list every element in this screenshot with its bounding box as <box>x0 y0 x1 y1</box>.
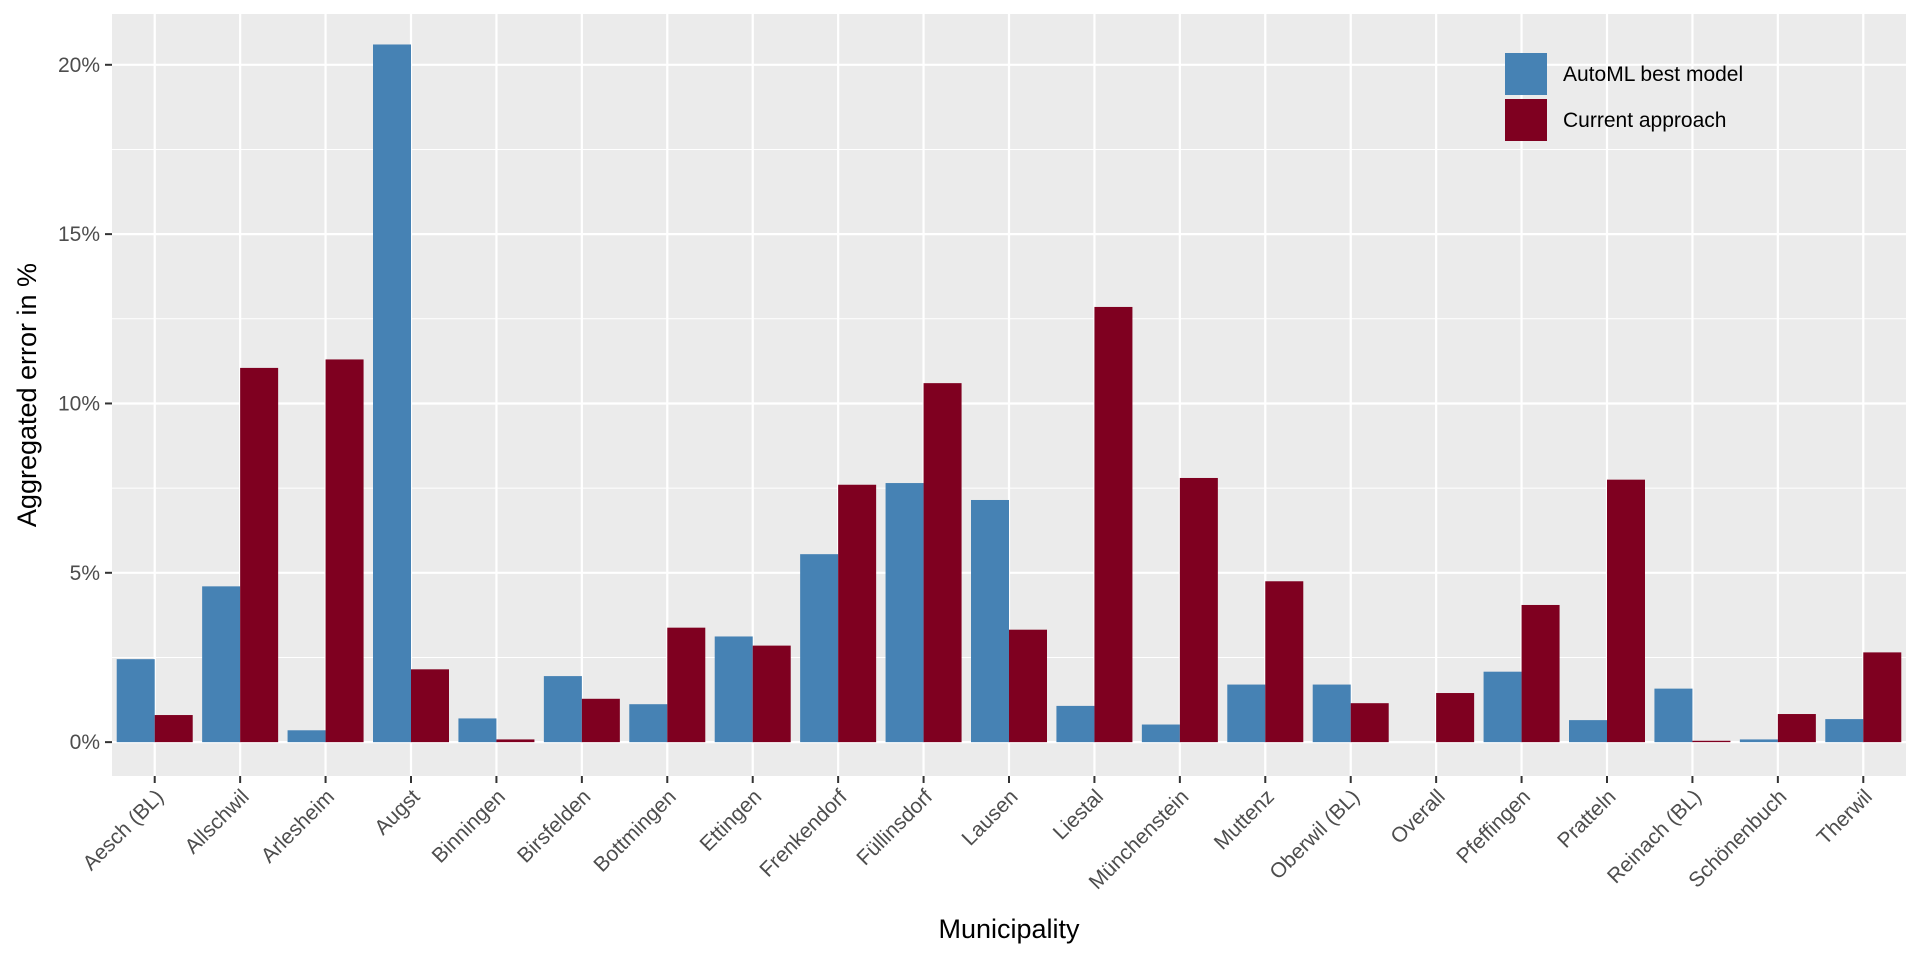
bar <box>411 669 449 743</box>
x-axis-title: Municipality <box>938 914 1080 944</box>
y-axis-title: Aggregated error in % <box>12 263 42 527</box>
x-tick-label: Lausen <box>958 785 1023 850</box>
bar <box>629 704 668 743</box>
legend-label: AutoML best model <box>1563 63 1743 86</box>
y-tick-label: 20% <box>58 54 100 77</box>
y-tick-label: 5% <box>70 562 100 585</box>
bar <box>971 499 1009 743</box>
bar <box>885 483 924 743</box>
bar <box>1436 693 1475 743</box>
bar <box>373 44 411 743</box>
bar <box>1569 720 1607 743</box>
bar <box>496 739 535 743</box>
x-tick-label: Allschwil <box>180 785 253 858</box>
x-tick-label: Frenkendorf <box>755 785 851 881</box>
bar <box>1777 714 1816 743</box>
bar <box>287 730 326 743</box>
bar <box>923 383 962 743</box>
bar <box>714 636 753 743</box>
bar <box>1227 684 1266 743</box>
bar <box>1265 581 1304 743</box>
x-tick-label: Overall <box>1386 785 1449 848</box>
x-tick-label: Pfeffingen <box>1452 785 1535 868</box>
bar <box>752 645 791 743</box>
bar <box>800 554 839 743</box>
bar <box>458 718 497 743</box>
bar <box>1094 306 1133 743</box>
bar <box>1654 688 1693 743</box>
x-tick-label: Augst <box>370 785 424 839</box>
bar <box>1521 604 1560 743</box>
x-tick-label: Therwil <box>1813 785 1877 849</box>
legend: AutoML best model Current approach <box>1505 53 1743 141</box>
bar <box>1692 740 1731 743</box>
bar <box>154 715 193 743</box>
x-tick-label: Aesch (BL) <box>79 785 169 875</box>
bar <box>240 367 279 743</box>
bar <box>1141 724 1180 743</box>
x-tick-label: Arlesheim <box>257 785 339 867</box>
bar <box>543 676 582 743</box>
bar <box>1312 684 1351 743</box>
bar <box>1739 739 1778 743</box>
x-tick-label: Pratteln <box>1553 785 1620 852</box>
bar <box>325 359 364 743</box>
x-tick-label: Bottmingen <box>589 785 680 876</box>
y-axis: 0% 5% 10% 15% 20% <box>58 54 112 754</box>
legend-key <box>1505 53 1547 95</box>
bar <box>202 586 241 743</box>
bar <box>1825 719 1864 743</box>
bar <box>667 627 706 743</box>
x-tick-label: Binningen <box>428 785 510 867</box>
bar <box>1350 703 1389 743</box>
x-tick-label: Muttenz <box>1210 785 1279 854</box>
legend-label: Current approach <box>1563 109 1726 132</box>
y-tick-label: 0% <box>70 731 100 754</box>
x-tick-label: Füllinsdorf <box>852 785 937 870</box>
x-tick-label: Birsfelden <box>513 785 595 867</box>
y-tick-label: 15% <box>58 223 100 246</box>
x-tick-label: Ettingen <box>695 785 766 856</box>
bar <box>1056 705 1095 743</box>
bar <box>1863 652 1902 743</box>
bar <box>116 659 155 743</box>
x-axis: Aesch (BL) Allschwil Arlesheim Augst Binning… <box>79 776 1877 894</box>
bar <box>581 698 620 743</box>
bars <box>116 44 1902 743</box>
bar <box>838 484 877 743</box>
bar <box>1009 629 1047 743</box>
bar <box>1607 479 1645 743</box>
bar <box>1179 477 1218 743</box>
x-tick-label: Liestal <box>1049 785 1108 844</box>
legend-key <box>1505 99 1547 141</box>
x-tick-label: Oberwil (BL) <box>1265 785 1364 884</box>
bar <box>1483 671 1522 743</box>
y-tick-label: 10% <box>58 392 100 415</box>
